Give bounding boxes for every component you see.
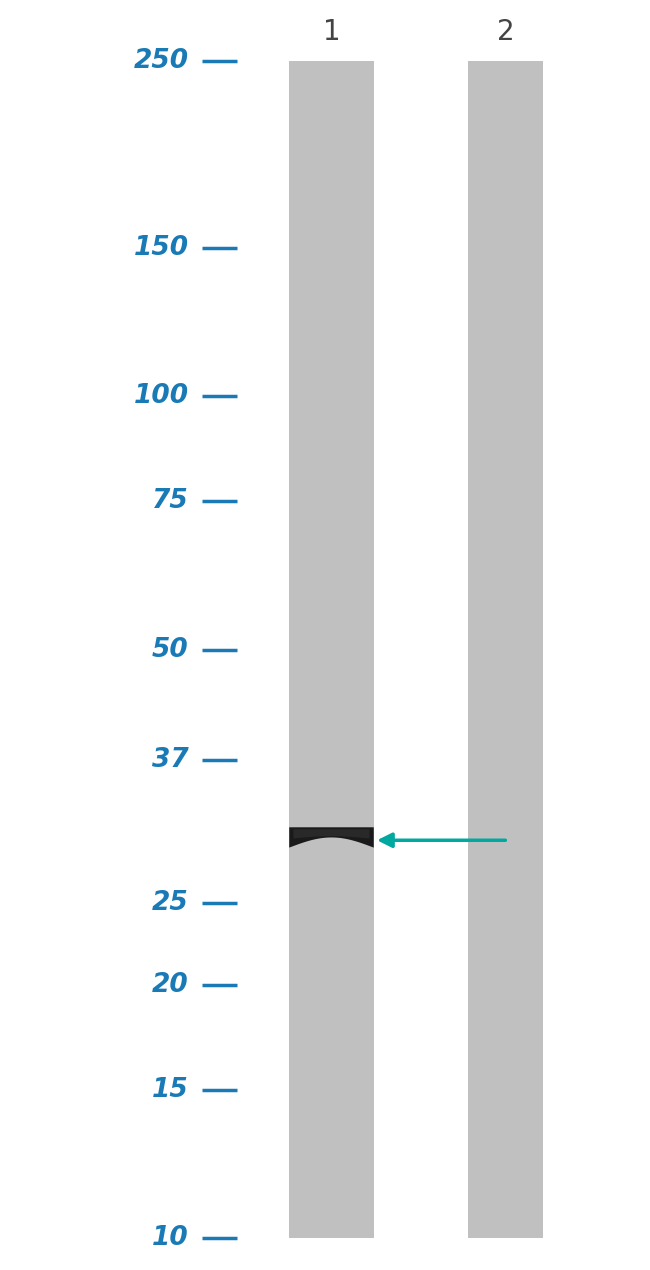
Bar — [289, 61, 374, 1238]
Text: 25: 25 — [151, 890, 188, 916]
Text: 2: 2 — [497, 18, 514, 46]
Text: 20: 20 — [151, 972, 188, 998]
Text: 100: 100 — [133, 384, 188, 409]
Text: 150: 150 — [133, 235, 188, 260]
Text: 75: 75 — [151, 488, 188, 514]
Text: 15: 15 — [151, 1077, 188, 1102]
Text: 250: 250 — [133, 48, 188, 74]
Bar — [468, 61, 543, 1238]
Text: 10: 10 — [151, 1226, 188, 1251]
Text: 37: 37 — [151, 747, 188, 772]
Text: 50: 50 — [151, 636, 188, 663]
Text: 1: 1 — [322, 18, 341, 46]
Polygon shape — [294, 829, 369, 838]
Polygon shape — [289, 827, 374, 847]
